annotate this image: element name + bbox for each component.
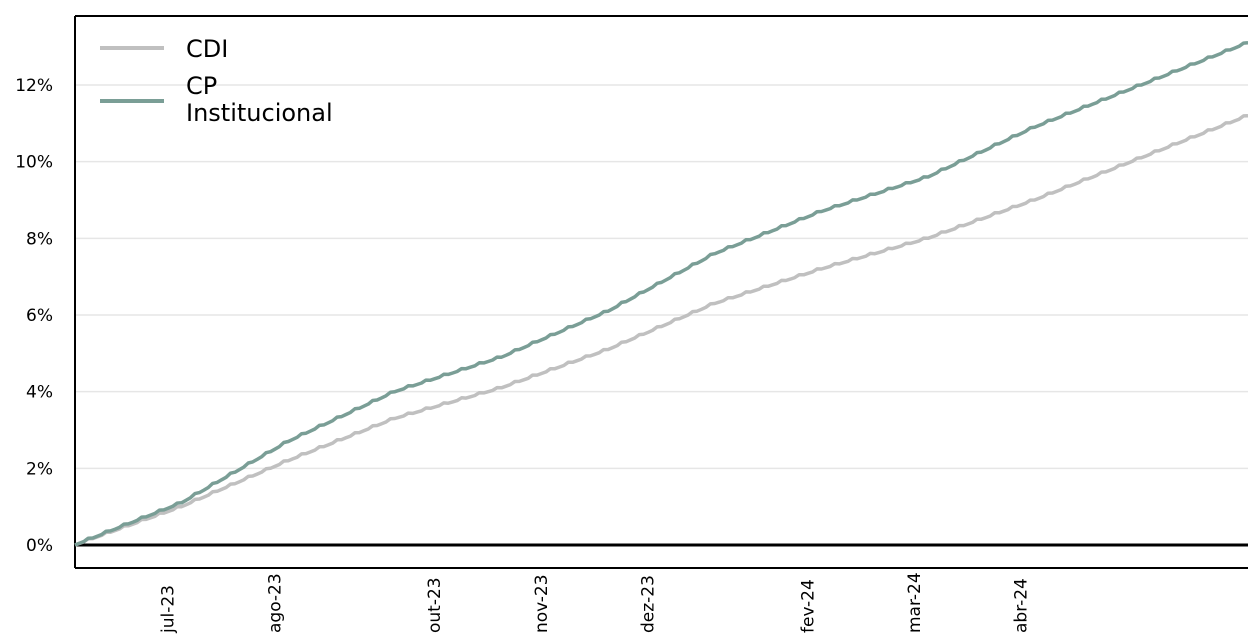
- x-tick-label: mar-24: [905, 572, 925, 633]
- y-tick-label: 2%: [26, 459, 53, 479]
- series-lines: [74, 41, 1248, 547]
- x-tick-labels: jul-23 ago-23 out-23 nov-23 dez-23 fev-24 mar-…: [159, 572, 1032, 634]
- series-line-cp-institucional: [74, 41, 1248, 547]
- y-tick-label: 8%: [26, 229, 53, 249]
- y-tick-label: 10%: [15, 153, 53, 173]
- y-tick-labels: 0% 2% 4% 6% 8% 10% 12%: [15, 76, 53, 556]
- legend: CDI CP Institucional: [100, 35, 333, 127]
- y-tick-label: 12%: [15, 76, 53, 96]
- series-line-cdi: [74, 113, 1248, 547]
- x-tick-label: fev-24: [798, 579, 818, 633]
- x-tick-label: abr-24: [1012, 578, 1032, 633]
- x-tick-label: jul-23: [159, 585, 179, 634]
- x-tick-label: dez-23: [639, 575, 659, 633]
- grid-lines: [75, 84, 1248, 470]
- x-tick-label: nov-23: [532, 574, 552, 633]
- y-tick-label: 0%: [26, 536, 53, 556]
- axes: [74, 15, 1248, 569]
- y-tick-label: 6%: [26, 306, 53, 326]
- y-tick-label: 4%: [26, 383, 53, 403]
- legend-label-cdi: CDI: [186, 35, 228, 63]
- x-tick-label: ago-23: [265, 573, 285, 633]
- x-tick-label: out-23: [425, 577, 445, 633]
- legend-label-cp-institucional: CP Institucional: [186, 72, 333, 127]
